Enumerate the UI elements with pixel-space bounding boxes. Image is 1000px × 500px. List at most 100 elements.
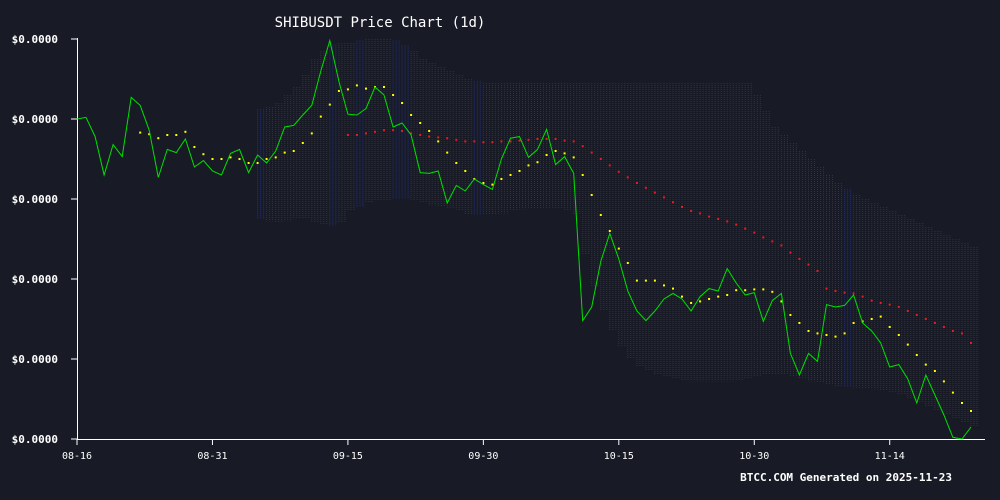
ma-long-point [563,139,566,142]
ma-short-point [491,183,494,186]
ma-short-point [482,182,485,184]
ma-long-point [365,132,367,135]
ma-short-point [428,130,431,132]
ma-short-point [897,334,900,336]
ma-long-point [392,129,395,132]
ma-short-point [518,170,521,172]
ma-short-point [942,380,945,383]
ma-short-point [608,230,611,232]
price-series [76,38,972,440]
ma-long-point [374,130,376,133]
ma-long-point [780,244,783,247]
ma-short-point [455,162,458,164]
ma-long-point [455,138,458,141]
ma-long-point [672,201,674,204]
ma-long-point [617,170,620,173]
ma-short-point [193,146,196,148]
ma-short-point [870,318,873,320]
ma-short-point [744,289,747,292]
ma-long-point [789,251,792,254]
ma-short-point [924,363,927,366]
ma-short-point [346,88,349,91]
x-ticks: 08-16 08-31 09-15 09-30 10-15 10-30 11-14 [62,439,905,462]
x-tick-label: 10-30 [739,451,769,462]
ma-short-point [365,87,367,90]
ma-short-point [915,354,918,356]
ma-short-point [581,174,584,176]
ma-short-point [825,334,828,336]
y-ticks: $0.0000 $0.0000 $0.0000 $0.0000 $0.0000 $0.00… [12,33,77,446]
ma-short-point [663,284,665,287]
ma-short-point [220,158,223,160]
ma-long-point [536,138,539,140]
ma-short-point [184,130,187,133]
ma-short-point [211,158,214,160]
ma-long-point [554,138,557,140]
ma-long-point [906,310,909,312]
ma-long-point [428,135,431,138]
ma-short-point [148,133,151,136]
ma-long-point [644,186,647,189]
ma-short-point [852,322,855,324]
ma-long-point [653,191,656,194]
ma-long-point [355,134,358,136]
y-tick-label: $0.0000 [12,113,58,126]
ma-short-point [780,300,783,303]
ma-short-point [139,131,142,134]
ma-short-point [672,287,674,290]
ma-long-point [681,206,683,208]
ma-long-point [825,287,828,290]
ma-long-point [419,134,422,136]
ma-long-point [924,318,927,320]
ma-long-point [410,132,413,135]
ma-long-point [500,140,503,143]
ma-long-point [663,196,665,199]
y-tick-label: $0.0000 [12,353,58,366]
ma-short-point [500,178,503,180]
ma-long-point [518,139,521,142]
ma-long-point [879,302,882,304]
ma-long-point [401,130,404,132]
ma-short-point [726,294,729,296]
ma-short-point [563,152,566,155]
ma-short-point [961,402,963,404]
ma-long-point [726,220,729,223]
ma-short-point [933,370,936,372]
ma-short-point [328,103,331,106]
ma-long-point [735,223,738,226]
ma-short-point [635,279,638,282]
ma-short-point [771,290,774,293]
ma-long-point [473,140,476,143]
ma-short-point [617,247,620,250]
ma-long-point [509,140,512,143]
ma-short-point [599,214,602,216]
ma-long-point [951,330,954,332]
ma-short-point [292,150,295,152]
ma-long-point [888,303,891,306]
ma-long-point [599,158,602,160]
ma-long-point [464,140,467,143]
ma-long-point [762,236,765,239]
ma-short-point [509,174,512,176]
ma-long-point [717,218,720,220]
ma-short-point [545,154,548,156]
ma-short-point [735,289,738,292]
ma-short-point [717,295,720,298]
ma-short-point [708,298,711,300]
ma-short-point [175,134,178,136]
ma-short-point [410,114,413,116]
ma-long-point [834,290,837,292]
ma-long-point [852,292,855,295]
y-tick-label: $0.0000 [12,273,58,286]
ma-long-point [753,231,756,234]
ma-long-point [383,129,385,132]
ma-long-point [915,314,918,316]
ma-long-point [843,291,846,294]
ma-short-point [653,279,656,282]
ma-long-series [346,129,972,344]
ma-short-point [879,315,882,318]
ma-long-point [690,210,693,212]
ma-long-point [635,182,638,184]
x-tick-label: 08-31 [197,451,227,462]
